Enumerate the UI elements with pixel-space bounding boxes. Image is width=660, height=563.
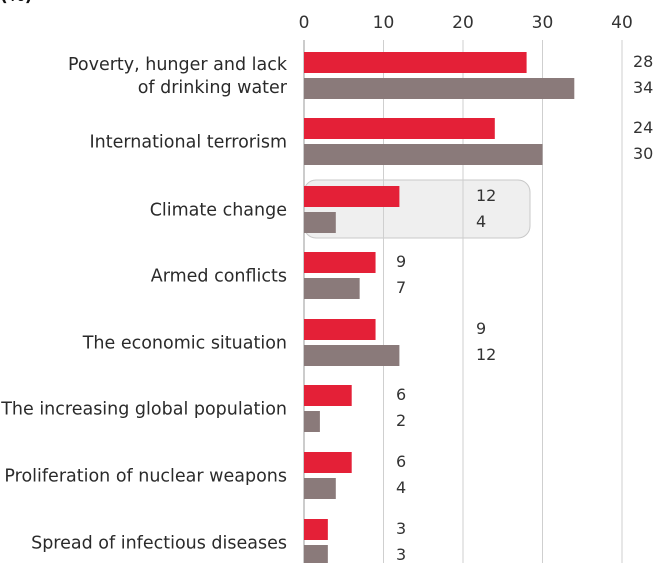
category-label: Climate change [150,201,287,221]
value-label: 4 [476,212,486,231]
x-tick-label: 20 [452,13,474,33]
bar-series-2 [304,212,336,233]
value-label: 28 [633,52,653,71]
x-tick-label: 10 [373,13,395,33]
bar-series-1 [304,519,328,540]
bar-series-1 [304,385,352,406]
value-label: 2 [396,411,406,430]
bar-series-2 [304,478,336,499]
x-tick-label: 30 [532,13,554,33]
value-label: 9 [396,252,406,271]
bar-series-1 [304,452,352,473]
value-label: 24 [633,118,653,137]
value-label: 4 [396,478,406,497]
category-label: International terrorism [89,133,287,153]
bar-series-2 [304,345,400,366]
value-label: 12 [476,345,496,364]
bar-series-1 [304,118,495,139]
category-label: The increasing global population [0,400,287,420]
unit-label: (%) [0,0,33,6]
value-label: 3 [396,545,406,563]
x-tick-label: 40 [611,13,633,33]
bar-series-1 [304,252,376,273]
value-label: 3 [396,519,406,538]
x-tick-label: 0 [299,13,310,33]
bar-series-2 [304,545,328,563]
value-label: 9 [476,319,486,338]
bar-series-1 [304,52,527,73]
category-label: Spread of infectious diseases [31,534,287,554]
value-label: 12 [476,186,496,205]
bar-series-2 [304,78,575,99]
value-label: 7 [396,278,406,297]
value-label: 6 [396,385,406,404]
bar-series-1 [304,319,376,340]
category-label: Armed conflicts [151,267,287,287]
bar-series-2 [304,144,543,165]
category-label: Poverty, hunger and lack of drinking wate… [68,55,288,98]
bar-series-2 [304,278,360,299]
value-label: 30 [633,144,653,163]
category-label: The economic situation [82,334,287,354]
value-label: 34 [633,78,653,97]
category-label: Proliferation of nuclear weapons [4,467,287,487]
bar-series-1 [304,186,400,207]
bar-series-2 [304,411,320,432]
value-label: 6 [396,452,406,471]
